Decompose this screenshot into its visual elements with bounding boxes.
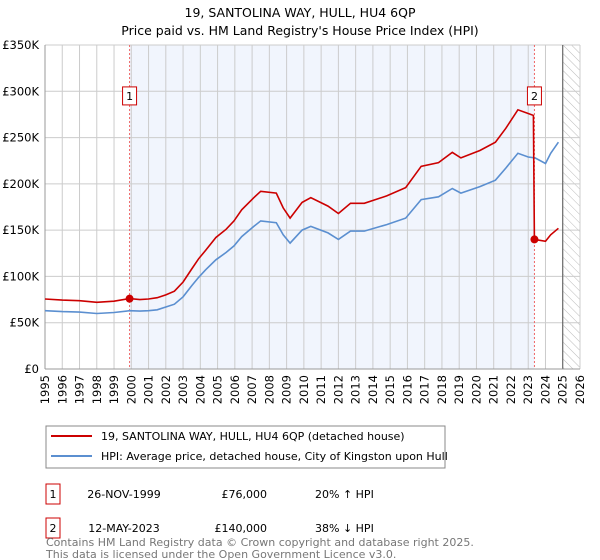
- sales-row-2: 2 12-MAY-2023 £140,000 38% ↓ HPI: [45, 517, 374, 539]
- x-tick-label: 1999: [107, 375, 121, 404]
- sale-date: 26-NOV-1999: [87, 488, 161, 501]
- forecast-hatch: [562, 45, 580, 369]
- x-tick-label: 2012: [331, 375, 345, 404]
- sale-hpi-diff: 38% ↓ HPI: [315, 522, 374, 535]
- x-tick-label: 2015: [383, 375, 397, 404]
- x-tick-label: 1995: [38, 375, 52, 404]
- sale-label-text: 2: [531, 90, 538, 103]
- x-tick-label: 2022: [504, 375, 518, 404]
- x-tick-label: 2020: [469, 375, 483, 404]
- sale-label-text: 1: [126, 90, 133, 103]
- x-tick-label: 2016: [400, 375, 414, 404]
- x-tick-label: 2006: [228, 375, 242, 404]
- x-tick-label: 2005: [211, 375, 225, 404]
- sale-date: 12-MAY-2023: [88, 522, 160, 535]
- x-tick-label: 2019: [452, 375, 466, 404]
- sale-label-box: [526, 86, 542, 106]
- x-tick-label: 2007: [245, 375, 259, 404]
- y-tick-label: £100K: [2, 269, 39, 283]
- sale-price: £76,000: [222, 488, 268, 501]
- x-tick-label: 2003: [176, 375, 190, 404]
- footer-line-1: Contains HM Land Registry data © Crown c…: [46, 536, 474, 549]
- legend-label-hpi: HPI: Average price, detached house, City…: [101, 450, 448, 463]
- footer-line-2: This data is licensed under the Open Gov…: [45, 548, 396, 560]
- x-tick-label: 1998: [90, 375, 104, 404]
- x-tick-label: 2008: [262, 375, 276, 404]
- sales-row-1: 1 26-NOV-1999 £76,000 20% ↑ HPI: [45, 483, 374, 505]
- y-tick-label: £250K: [2, 131, 39, 145]
- sale-point: [125, 294, 134, 303]
- chart-title: 19, SANTOLINA WAY, HULL, HU4 6QP: [185, 5, 416, 20]
- hpi-line: [44, 141, 560, 315]
- y-tick-label: £0: [24, 362, 39, 376]
- chart-subtitle: Price paid vs. HM Land Registry's House …: [121, 23, 478, 38]
- x-tick-label: 2004: [193, 375, 207, 404]
- sale-marker-label: 1: [50, 488, 57, 501]
- x-tick-label: 2013: [349, 375, 363, 404]
- sale-hpi-diff: 20% ↑ HPI: [315, 488, 374, 501]
- x-tick-label: 1996: [55, 375, 69, 404]
- sale-label-box: [122, 86, 138, 106]
- y-tick-label: £50K: [10, 316, 40, 330]
- y-tick-label: £150K: [2, 223, 39, 237]
- x-tick-label: 2014: [366, 375, 380, 404]
- x-tick-label: 2018: [435, 375, 449, 404]
- ownership-period-shade: [129, 45, 535, 369]
- sale-marker-box: [45, 483, 61, 505]
- x-tick-label: 2002: [159, 375, 173, 404]
- sale-marker-box: [45, 517, 61, 539]
- x-tick-label: 2024: [538, 375, 552, 404]
- x-tick-label: 2025: [556, 375, 570, 404]
- x-tick-label: 2009: [280, 375, 294, 404]
- x-tick-label: 2011: [314, 375, 328, 404]
- x-tick-label: 2026: [573, 375, 587, 404]
- sale-price: £140,000: [215, 522, 268, 535]
- x-tick-label: 2001: [142, 375, 156, 404]
- y-tick-label: £350K: [2, 38, 39, 52]
- x-tick-label: 2017: [418, 375, 432, 404]
- legend-box: [45, 425, 446, 469]
- x-tick-label: 2021: [487, 375, 501, 404]
- x-tick-label: 2023: [521, 375, 535, 404]
- sale-marker-label: 2: [50, 522, 57, 535]
- x-tick-label: 2000: [124, 375, 138, 404]
- property-price-line: [44, 108, 559, 304]
- sale-point: [530, 235, 539, 244]
- y-tick-label: £200K: [2, 177, 39, 191]
- legend-label-property: 19, SANTOLINA WAY, HULL, HU4 6QP (detach…: [101, 430, 405, 443]
- y-tick-label: £300K: [2, 84, 39, 98]
- x-tick-label: 2010: [297, 375, 311, 404]
- x-tick-label: 1997: [73, 375, 87, 404]
